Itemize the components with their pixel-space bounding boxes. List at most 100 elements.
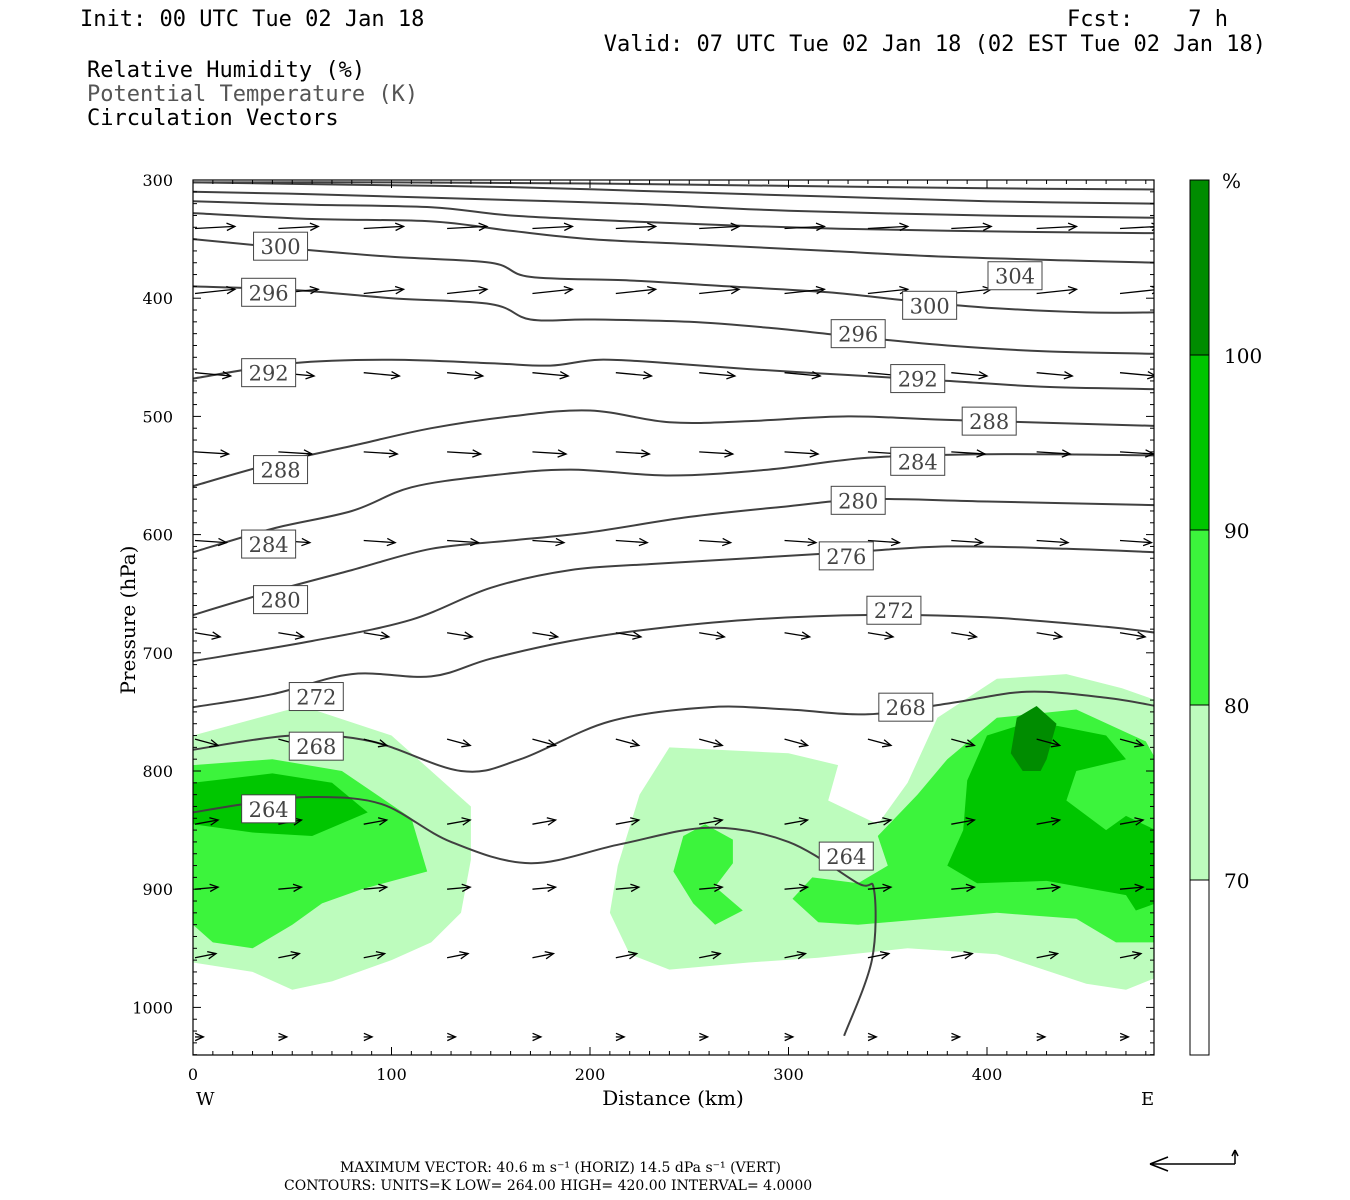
vector-shaft — [363, 451, 398, 455]
vector-arrow — [532, 449, 568, 458]
contour-label-box — [253, 231, 309, 261]
vector-arrow — [363, 449, 399, 458]
vector-arrow — [615, 449, 651, 458]
contour-label-292: 292 — [241, 358, 297, 388]
vector-arrow — [1119, 738, 1145, 748]
vector-head — [386, 537, 397, 547]
contour-label-box — [241, 277, 297, 307]
vector-arrow — [446, 738, 472, 748]
vector-head — [811, 371, 822, 380]
vector-arrow — [615, 537, 649, 547]
vector-arrow — [363, 950, 387, 960]
vector-arrow — [615, 631, 643, 640]
vector-head — [459, 950, 470, 960]
theta-contour-304 — [193, 212, 1154, 264]
y-tick-label: 300 — [142, 171, 173, 190]
vector-arrow — [1036, 883, 1062, 893]
vector-head — [724, 449, 735, 458]
vector-arrow — [446, 631, 474, 640]
colorbar-label-100: 100 — [1224, 344, 1262, 368]
contour-label-272: 272 — [288, 682, 344, 712]
contour-label-box — [878, 692, 934, 722]
vector-head — [965, 739, 976, 748]
vector-arrow — [951, 449, 987, 458]
vector-head — [726, 371, 737, 380]
vector-shaft — [699, 288, 740, 295]
vector-shaft — [784, 819, 808, 825]
vector-arrow — [532, 883, 558, 893]
y-tick-label: 800 — [142, 762, 173, 781]
legend-rh: Relative Humidity (%) — [87, 58, 365, 83]
vector-head — [798, 817, 810, 826]
contour-label-box — [288, 731, 344, 761]
vector-shaft — [446, 632, 473, 638]
vector-head — [463, 631, 474, 640]
vector-shaft — [363, 886, 387, 890]
vector-arrow — [278, 631, 306, 640]
contour-label-text: 264 — [249, 798, 289, 822]
contour-label-288: 288 — [961, 406, 1017, 436]
contour-label-text: 288 — [261, 459, 301, 483]
vector-head — [194, 1032, 205, 1042]
vector-shaft — [615, 952, 637, 959]
contour-label-box — [241, 529, 297, 559]
vector-head — [815, 285, 826, 295]
vector-arrow — [278, 1032, 289, 1042]
vector-head — [809, 449, 820, 458]
vector-shaft — [278, 886, 302, 890]
vector-shaft — [1036, 539, 1069, 544]
vector-shaft — [532, 225, 573, 230]
vector-shaft — [278, 632, 304, 638]
vector-shaft — [951, 539, 983, 544]
vector-head — [1146, 371, 1154, 380]
vector-arrow — [784, 631, 812, 640]
vector-arrow — [951, 371, 989, 380]
vector-head — [209, 817, 220, 826]
vector-shaft — [532, 288, 573, 295]
contour-label-box — [253, 585, 309, 615]
colorbar: 70 80 90 100 — [1189, 179, 1262, 1056]
contour-label-264: 264 — [241, 794, 297, 824]
vector-head — [899, 222, 910, 232]
vector-arrow — [784, 285, 826, 295]
vector-arrow — [363, 883, 389, 893]
contour-label-box — [866, 595, 922, 625]
vector-shaft — [194, 372, 231, 377]
contour-label-272: 272 — [866, 595, 922, 625]
vector-arrow — [447, 371, 485, 380]
vector-arrow — [699, 817, 724, 826]
vector-shaft — [699, 819, 723, 825]
vector-arrow — [699, 950, 722, 960]
vector-head — [951, 1032, 962, 1042]
vector-arrow — [784, 537, 818, 547]
vector-head — [1063, 371, 1074, 380]
vector-arrow — [784, 950, 808, 960]
contour-label-box — [818, 541, 874, 571]
vector-arrow — [615, 222, 658, 232]
vector-shaft — [615, 632, 642, 638]
vector-arrow — [363, 285, 406, 295]
vector-arrow — [363, 371, 401, 380]
vector-arrow — [784, 449, 820, 458]
vector-head — [1142, 537, 1154, 547]
vector-head — [630, 883, 641, 893]
vector-shaft — [615, 372, 652, 377]
vector-head — [563, 285, 574, 295]
vector-head — [1119, 1032, 1130, 1042]
vector-head — [699, 1032, 710, 1042]
colorbar-unit: % — [1222, 169, 1241, 193]
vector-head — [867, 1032, 878, 1042]
vector-arrow — [784, 738, 810, 748]
vector-shaft — [867, 952, 890, 959]
vector-shaft — [615, 819, 640, 825]
colorbar-band-80 — [1190, 530, 1209, 705]
vector-arrow — [194, 738, 220, 748]
vector-arrow — [447, 222, 489, 232]
y-tick-label: 1000 — [132, 998, 173, 1017]
vector-head — [882, 883, 893, 893]
contour-label-304: 304 — [987, 261, 1043, 291]
vector-head — [378, 883, 389, 893]
vector-head — [627, 950, 639, 960]
vector-head — [472, 449, 483, 458]
vector-head — [629, 739, 641, 748]
